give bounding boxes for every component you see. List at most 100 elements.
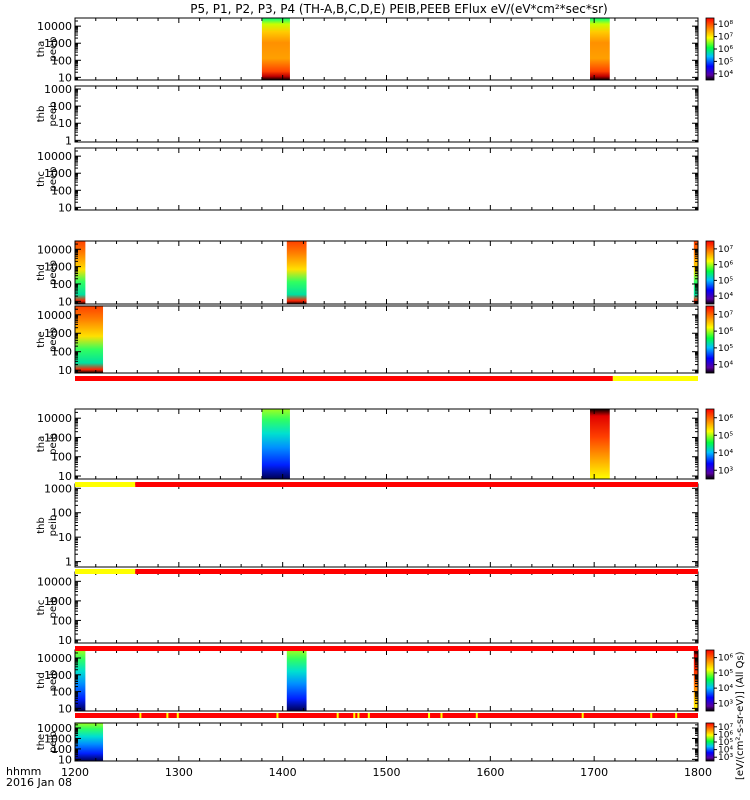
y-tick-label: 10 (58, 201, 72, 214)
chart-title: P5, P1, P2, P3, P4 (TH-A,B,C,D,E) PEIB,P… (190, 2, 607, 16)
spectrogram-block (590, 18, 610, 80)
panel-label-instrument: thd (36, 264, 47, 281)
panel-label-instrument: tha (36, 436, 47, 452)
panel-frame (74, 722, 699, 762)
colorbar-tick-label: 10⁶ (718, 327, 733, 337)
panel-frame (74, 305, 699, 374)
colorbar (705, 305, 715, 374)
panel-label-instrument: thd (36, 672, 47, 689)
flag-mark (650, 713, 653, 718)
colorbar-tick-label: 10⁵ (718, 431, 733, 441)
y-tick-label: 1000 (44, 482, 72, 495)
flag-bar (75, 646, 698, 651)
y-tick-label: 10000 (37, 652, 72, 665)
panel-frame (74, 571, 699, 644)
panel-the-peeb: 10 100 1000 10000 the peeb 10⁴ 10⁵ 10⁶ 10⁷ (36, 305, 733, 377)
spectrogram-block (261, 409, 290, 479)
panel-frame (74, 85, 699, 143)
panel-thb-peeb: 1 10 100 1000 thb peeb (36, 83, 699, 147)
panel-thd-peib: 10 100 1000 10000 thd peib 10³ 10⁴ 10⁵ 10⁶ (36, 649, 733, 715)
colorbar-tick-label: 10⁴ (718, 361, 733, 371)
panel-label-instrument: tha (36, 41, 47, 57)
flag-mark (176, 713, 179, 718)
colorbar-tick-label: 10⁶ (718, 414, 733, 424)
y-tick-label: 10000 (37, 412, 72, 425)
colorbar-tick-label: 10⁷ (718, 245, 733, 255)
flag-mark (675, 713, 678, 718)
y-tick-label: 10000 (37, 575, 72, 588)
spectrogram-block (693, 241, 698, 304)
colorbar-tick-label: 10⁵ (718, 57, 733, 67)
colorbar-tick-label: 10⁴ (718, 449, 733, 459)
flag-mark (357, 713, 360, 718)
panel-frame (74, 147, 699, 211)
spectrogram-block (590, 409, 610, 479)
flag-mark (428, 713, 431, 718)
flag-segment (75, 646, 698, 651)
flag-mark (336, 713, 339, 718)
y-tick-label: 10 (58, 531, 72, 544)
colorbar-tick-label: 10⁷ (718, 33, 733, 43)
panel-label-instrument: thc (36, 600, 47, 616)
x-tick-label: 1200 (61, 766, 89, 779)
flag-mark (581, 713, 584, 718)
x-tick-label: 1500 (373, 766, 401, 779)
colorbar-tick-label: 10³ (718, 753, 733, 763)
flag-segment (75, 376, 613, 381)
x-tick-label: 1300 (165, 766, 193, 779)
y-tick-label: 10000 (37, 309, 72, 322)
flag-bars (75, 376, 698, 718)
y-tick-label: 10 (58, 117, 72, 130)
panel-frame (74, 649, 699, 712)
colorbar-tick-label: 10³ (718, 466, 733, 476)
y-tick-label: 1000 (44, 37, 72, 50)
flag-mark (440, 713, 443, 718)
time-axis: 1200 1300 1400 1500 1600 1700 1800 (61, 766, 712, 779)
flag-mark (353, 713, 356, 718)
panel-thd-peeb: 10 100 1000 10000 thd peeb 10⁴ 10⁵ 10⁶ 10⁷ (36, 240, 733, 308)
colorbar-tick-label: 10⁶ (718, 45, 733, 55)
panel-label-product: peib (48, 515, 59, 537)
x-tick-label: 1600 (476, 766, 504, 779)
y-tick-label: 100 (51, 346, 72, 359)
x-tick-label: 1800 (684, 766, 712, 779)
panel-tha-peeb: 10 100 1000 10000 tha peeb 10⁴ 10⁵ 10⁶ 10⁷ 10⁸ (36, 17, 733, 84)
y-tick-label: 10 (58, 71, 72, 84)
panel-label-product: peeb (48, 327, 59, 352)
panel-label-instrument: the (36, 734, 47, 750)
flag-segment (135, 482, 698, 487)
flag-mark (367, 713, 370, 718)
y-tick-label: 1 (65, 134, 72, 147)
flag-mark (475, 713, 478, 718)
spectrogram-block (75, 650, 86, 711)
colorbar-tick-label: 10⁴ (718, 684, 733, 694)
flag-bar (75, 482, 698, 487)
x-tick-label: 1400 (269, 766, 297, 779)
spectrogram-block (286, 650, 307, 711)
y-tick-label: 1000 (44, 732, 72, 745)
colorbar (705, 649, 715, 712)
time-label-date: 2016 Jan 08 (6, 776, 72, 789)
panel-label-product: peib (48, 731, 59, 753)
colorbar-tick-label: 10³ (718, 699, 733, 709)
panel-thc-peeb: 10 100 1000 10000 thc peeb (36, 147, 699, 214)
panel-thc-peib: 10 100 1000 10000 thc peib (36, 571, 699, 647)
y-tick-label: 100 (51, 278, 72, 291)
y-tick-label: 10000 (37, 150, 72, 163)
y-tick-label: 100 (51, 451, 72, 464)
colorbar (705, 240, 715, 305)
y-tick-label: 1 (65, 556, 72, 569)
y-tick-label: 1000 (44, 595, 72, 608)
colorbar-tick-label: 10⁵ (718, 738, 733, 748)
colorbar (705, 17, 715, 81)
colorbar-units-label: [eV/(cm²-s-sr-eV)] (All Qs) (735, 651, 746, 780)
y-tick-label: 10000 (37, 243, 72, 256)
panel-label-product: peeb (48, 37, 59, 62)
colorbar-tick-label: 10⁵ (718, 276, 733, 286)
flag-segment (612, 376, 698, 381)
spectrogram-block (75, 723, 104, 761)
y-tick-label: 1000 (44, 83, 72, 96)
panel-frame (74, 483, 699, 568)
panel-label-product: peib (48, 597, 59, 619)
